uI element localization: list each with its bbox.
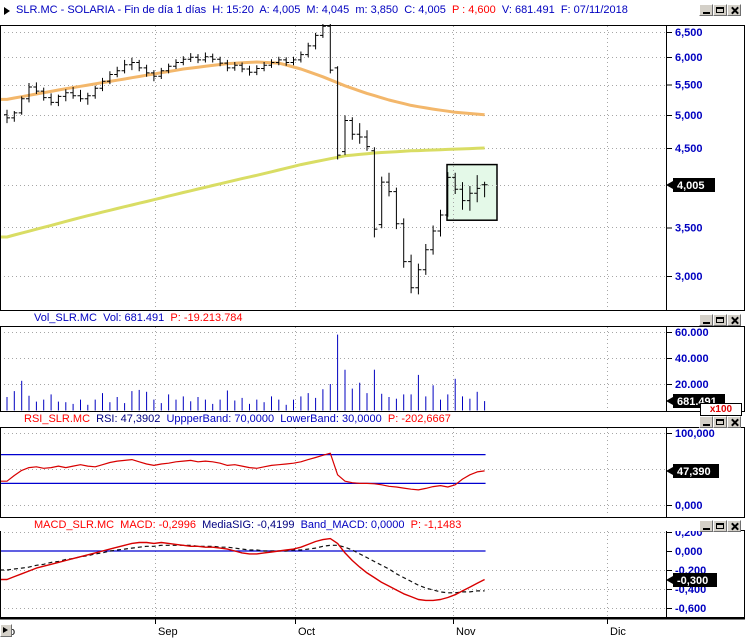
- month-label: Dic: [610, 626, 626, 638]
- current-rsi-tag: [673, 464, 719, 478]
- price-scale-tick-label: 4,500: [675, 143, 703, 155]
- macd-panel-frame: [0, 530, 745, 618]
- scroll-arrow-icon: [3, 627, 8, 633]
- macd-header-segment: P: -1,1483: [410, 519, 462, 531]
- month-label: Nov: [456, 626, 476, 638]
- price-panel-frame: [0, 25, 745, 311]
- rsi-header-segment: RSI_SLR.MC: [24, 413, 97, 425]
- volume-header: Vol_SLR.MC Vol: 681.491 P: -19.213.784: [0, 312, 734, 324]
- close-icon: [731, 522, 738, 530]
- rsi-header-segment: UppperBand: 70,0000 LowerBand: 30,0000: [166, 413, 388, 425]
- close-icon: [731, 316, 738, 324]
- macd-header-segment: MediaSIG: -0,4199: [202, 519, 301, 531]
- current-price-tag-arrow: [666, 181, 673, 189]
- price-scale-tick-label: 5,000: [675, 110, 703, 122]
- macd-line: [0, 537, 485, 602]
- volume-header-segment: Vol_SLR.MC Vol: 681.491: [34, 312, 171, 324]
- rsi-header-segment: P: -202,6667: [387, 413, 451, 425]
- rsi-header: RSI_SLR.MC RSI: 47,3902 UppperBand: 70,0…: [0, 413, 724, 425]
- rsi-panel-frame: [0, 427, 745, 518]
- volume-panel-close-button[interactable]: [727, 314, 741, 326]
- volume-scale-multiplier: x100: [700, 403, 742, 416]
- volume-scale-multiplier-label: x100: [709, 404, 733, 415]
- main-panel-close-button[interactable]: [727, 4, 741, 16]
- macd-scale-tick-label: 0,000: [675, 546, 703, 558]
- rsi-scale-tick-label: 0,000: [675, 500, 703, 512]
- partial-month-label: o: [9, 626, 16, 638]
- volume-header-segment: P: -19.213.784: [170, 312, 243, 324]
- rsi-panel-minimize-button[interactable]: [699, 416, 713, 428]
- month-label: Oct: [298, 626, 316, 638]
- window-title: SLR.MC - SOLARIA - Fin de día 1 días H: …: [16, 4, 628, 16]
- minimize-icon: [703, 322, 710, 324]
- current-price-tag-label: 4,005: [677, 180, 705, 192]
- price-scale-tick-label: 5,500: [675, 80, 703, 92]
- price-scale-tick-label: 3,500: [675, 222, 703, 234]
- macd-header-segment: MACD_SLR.MC MACD: -0,2996: [34, 519, 203, 531]
- volume-scale-tick-label: 60.000: [675, 327, 709, 339]
- current-price-tag: [673, 178, 715, 192]
- current-macd-tag-arrow: [666, 576, 673, 584]
- price-scale-tick-label: 6,000: [675, 52, 703, 64]
- minimize-icon: [703, 424, 710, 426]
- title-segment: P : 4,600: [451, 4, 496, 16]
- current-macd-tag: [673, 573, 717, 587]
- scroll-left-button[interactable]: [0, 624, 12, 637]
- main-panel-minimize-button[interactable]: [699, 4, 713, 16]
- price-scale-tick-label: 6,500: [675, 27, 703, 39]
- close-icon: [731, 418, 738, 426]
- close-icon: [731, 6, 738, 14]
- current-macd-tag-label: -0,300: [677, 575, 708, 587]
- rsi-panel-close-button[interactable]: [727, 416, 741, 428]
- maximize-icon: [716, 317, 724, 323]
- rsi-line: [0, 452, 485, 491]
- macd-scale-tick-label: -0,600: [675, 603, 706, 615]
- volume-panel-maximize-button[interactable]: [713, 314, 727, 326]
- rsi-panel-maximize-button[interactable]: [713, 416, 727, 428]
- rsi-header-segment: RSI: 47,3902: [96, 413, 167, 425]
- minimize-icon: [703, 12, 710, 14]
- volume-scale-tick-label: 20.000: [675, 379, 709, 391]
- main-panel-maximize-button[interactable]: [713, 4, 727, 16]
- ohlc-bars: [4, 23, 488, 295]
- current-volume-tag-arrow: [666, 397, 673, 405]
- volume-panel-frame: [0, 326, 745, 412]
- rsi-scale-tick-label: 100,000: [675, 428, 715, 440]
- ma-fast-line: [0, 146, 485, 239]
- month-label: Sep: [158, 626, 178, 638]
- maximize-icon: [716, 419, 724, 425]
- macd-panel-maximize-button[interactable]: [713, 520, 727, 532]
- highlight-box: [446, 163, 498, 221]
- title-segment: V: 681.491 F: 07/11/2018: [495, 4, 628, 16]
- current-rsi-tag-label: 47,390: [677, 466, 711, 478]
- minimize-icon: [703, 528, 710, 530]
- series-arrow-icon: [4, 7, 10, 15]
- macd-header-segment: Band_MACD: 0,0000: [300, 519, 411, 531]
- volume-panel-minimize-button[interactable]: [699, 314, 713, 326]
- macd-header: MACD_SLR.MC MACD: -0,2996 MediaSIG: -0,4…: [0, 519, 734, 531]
- titlebar: SLR.MC - SOLARIA - Fin de día 1 días H: …: [0, 0, 745, 24]
- macd-panel-minimize-button[interactable]: [699, 520, 713, 532]
- maximize-icon: [716, 7, 724, 13]
- current-rsi-tag-arrow: [666, 467, 673, 475]
- title-segment: SLR.MC - SOLARIA - Fin de día 1 días H: …: [16, 4, 452, 16]
- macd-panel-close-button[interactable]: [727, 520, 741, 532]
- macd-signal-line: [0, 544, 485, 594]
- price-scale-tick-label: 3,000: [675, 271, 703, 283]
- volume-scale-tick-label: 40.000: [675, 353, 709, 365]
- maximize-icon: [716, 523, 724, 529]
